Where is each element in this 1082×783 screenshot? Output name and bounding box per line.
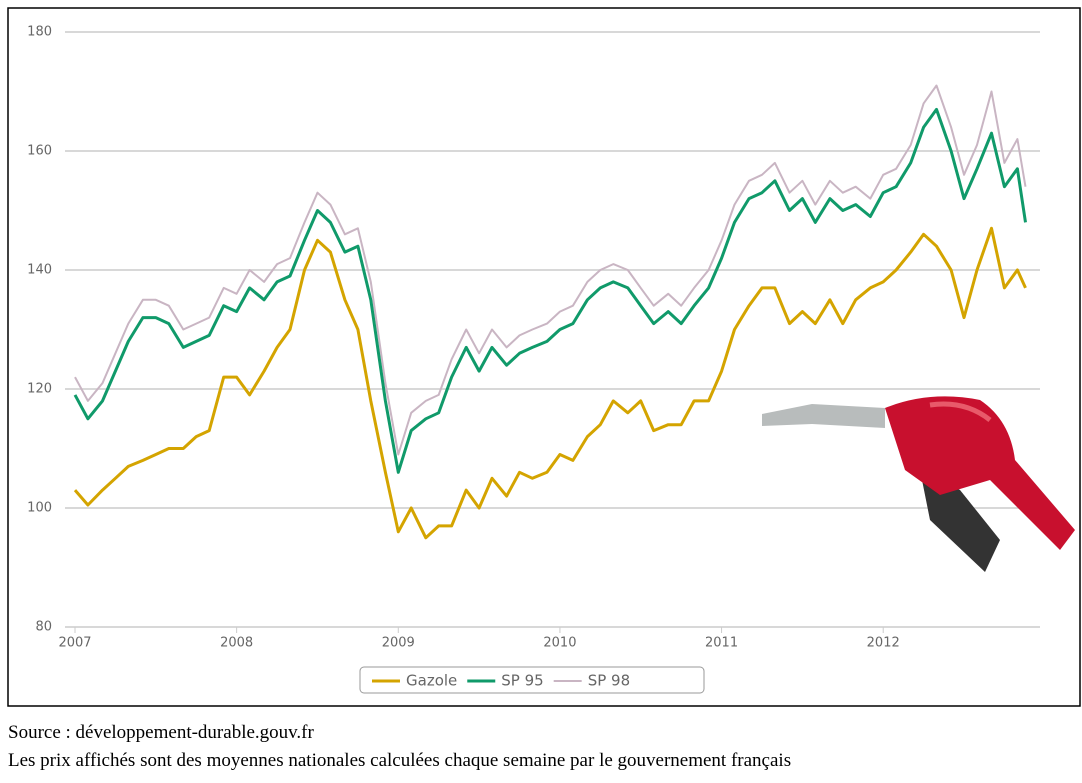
legend-label: Gazole [406,672,457,690]
x-tick-label: 2008 [220,636,253,651]
legend-label: SP 98 [588,672,630,690]
y-tick-label: 140 [27,263,52,278]
series-line [74,84,1027,456]
pump-icon [762,396,1075,572]
frame [7,7,1081,707]
series-line [73,107,1027,474]
x-tick-label: 2009 [382,636,415,651]
x-tick-label: 2010 [543,636,576,651]
y-tick-label: 100 [27,501,52,516]
chart: 80 100 120 140 160 180 2007 2008 2009 2010 2011 201… [7,7,1081,707]
legend-box [359,666,705,694]
y-tick-label: 160 [27,144,52,159]
source: Source : développement-durable.gouv.fr [8,722,314,743]
y-tick-label: 120 [27,382,52,397]
x-tick-label: 2011 [705,636,738,651]
note: Les prix affichés sont des moyennes nati… [8,750,792,771]
y-tick-label: 80 [35,620,52,635]
series-line [73,226,1027,540]
x-tick-label: 2007 [58,636,91,651]
legend-label: SP 95 [501,672,543,690]
y-tick-label: 180 [27,25,52,40]
x-tick-label: 2012 [867,636,900,651]
